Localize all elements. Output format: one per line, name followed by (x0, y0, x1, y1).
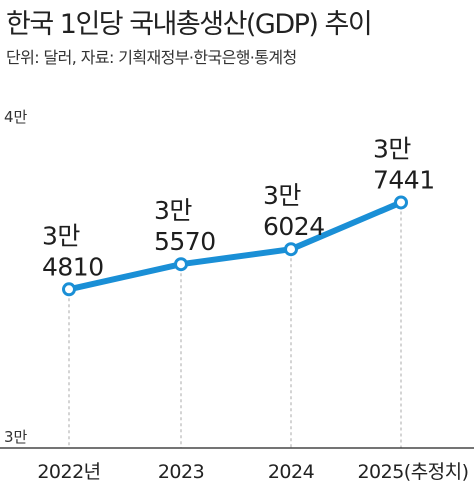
y-tick-label: 4만 (4, 108, 28, 126)
x-tick-label: 2022년 (37, 461, 100, 483)
x-tick-label: 2023 (158, 461, 204, 483)
data-point (62, 282, 76, 297)
chart-source-note: 단위: 달러, 자료: 기획재정부·한국은행·통계청 (6, 48, 297, 67)
chart-title: 한국 1인당 국내총생산(GDP) 추이 (6, 9, 373, 40)
data-label: 3만 6024 (263, 181, 325, 241)
x-tick-label: 2025(추정치) (357, 461, 468, 483)
data-point (174, 257, 188, 272)
data-point (394, 195, 408, 210)
data-label: 3만 7441 (373, 134, 435, 194)
y-tick-label: 3만 (4, 428, 28, 446)
data-label: 3만 5570 (154, 196, 216, 256)
data-label: 3만 4810 (42, 221, 104, 281)
x-tick-label: 2024 (268, 461, 315, 483)
gdp-series-line (66, 199, 404, 293)
data-point (284, 242, 298, 257)
